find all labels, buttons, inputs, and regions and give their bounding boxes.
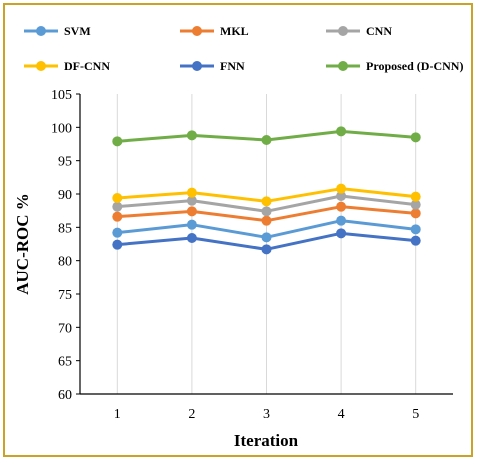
legend-label-cnn: CNN	[366, 24, 392, 38]
point-df-cnn-3	[261, 196, 272, 207]
legend-item-proposed-d-cnn: Proposed (D-CNN)	[326, 59, 463, 73]
point-svm-4	[336, 215, 347, 226]
point-cnn-4	[336, 191, 347, 201]
y-axis-title: AUC-ROC %	[13, 193, 32, 295]
x-tick-label-2: 2	[188, 407, 195, 422]
point-fnn-1	[112, 239, 123, 250]
point-mkl-5	[410, 208, 421, 219]
legend-item-svm: SVM	[24, 24, 91, 38]
legend-marker-proposed-d-cnn	[338, 61, 348, 71]
series-cnn	[112, 191, 421, 217]
point-mkl-4	[336, 201, 347, 212]
legend-marker-svm	[36, 26, 46, 36]
legend-item-fnn: FNN	[180, 59, 245, 73]
y-tick-label-95: 95	[58, 155, 72, 170]
point-proposed-d-cnn-1	[112, 136, 123, 147]
point-cnn-5	[410, 199, 421, 210]
point-proposed-d-cnn-3	[261, 135, 272, 145]
legend-item-df-cnn: DF-CNN	[24, 59, 110, 73]
y-tick-label-105: 105	[51, 88, 72, 103]
legend-marker-mkl	[192, 26, 202, 36]
y-tick-label-90: 90	[58, 188, 72, 203]
point-fnn-3	[261, 244, 272, 255]
point-fnn-5	[410, 235, 421, 246]
legend-label-svm: SVM	[64, 24, 91, 38]
point-proposed-d-cnn-5	[410, 132, 421, 143]
point-mkl-1	[112, 211, 123, 222]
point-proposed-d-cnn-2	[186, 130, 197, 141]
legend-label-fnn: FNN	[220, 59, 245, 73]
y-tick-label-70: 70	[58, 321, 72, 336]
series-proposed-d-cnn	[112, 126, 421, 147]
x-tick-label-4: 4	[338, 407, 345, 422]
x-tick-label-3: 3	[263, 407, 270, 422]
legend-label-mkl: MKL	[220, 24, 249, 38]
point-fnn-2	[186, 233, 197, 243]
legend-label-df-cnn: DF-CNN	[64, 59, 110, 73]
point-cnn-1	[112, 201, 123, 212]
point-svm-3	[261, 232, 272, 243]
point-proposed-d-cnn-4	[336, 126, 347, 137]
legend-marker-cnn	[338, 26, 348, 36]
point-df-cnn-4	[336, 183, 347, 194]
y-tick-label-60: 60	[58, 388, 72, 403]
point-df-cnn-2	[186, 187, 197, 198]
x-tick-label-5: 5	[412, 407, 419, 422]
point-df-cnn-5	[410, 191, 421, 202]
x-axis-title: Iteration	[234, 431, 299, 450]
series-svm	[112, 215, 421, 243]
series-df-cnn	[112, 183, 421, 207]
y-tick-label-80: 80	[58, 255, 72, 270]
point-svm-5	[410, 224, 421, 235]
legend: SVM MKL CNN DF-CNN FNN Proposed (D-CNN)	[24, 24, 463, 73]
legend-marker-df-cnn	[36, 61, 46, 71]
point-fnn-4	[336, 228, 347, 239]
chart-frame	[3, 3, 473, 457]
point-mkl-2	[186, 206, 197, 217]
point-cnn-2	[186, 195, 197, 206]
point-cnn-3	[261, 206, 272, 217]
y-tick-label-85: 85	[58, 221, 72, 236]
series-mkl	[112, 201, 421, 226]
y-tick-label-65: 65	[58, 355, 72, 370]
legend-label-proposed-d-cnn: Proposed (D-CNN)	[366, 59, 463, 73]
point-mkl-3	[261, 215, 272, 226]
point-svm-1	[112, 227, 123, 238]
y-tick-label-75: 75	[58, 288, 72, 303]
point-svm-2	[186, 219, 197, 230]
series-fnn	[112, 228, 421, 255]
legend-item-cnn: CNN	[326, 24, 392, 38]
series-layer	[112, 126, 421, 255]
x-tick-label-1: 1	[114, 407, 121, 422]
axes: 60 65 70 75 80 85 90 95 100 105 1 2 3 4 5	[51, 88, 453, 422]
legend-item-mkl: MKL	[180, 24, 249, 38]
point-df-cnn-1	[112, 193, 123, 203]
legend-marker-fnn	[192, 61, 202, 71]
y-tick-label-100: 100	[51, 121, 72, 136]
